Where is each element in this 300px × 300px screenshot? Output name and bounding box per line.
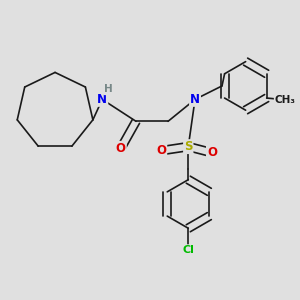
Text: O: O [207, 146, 217, 159]
Text: N: N [190, 93, 200, 106]
Text: Cl: Cl [182, 245, 194, 255]
Text: N: N [97, 93, 107, 106]
Text: S: S [184, 140, 193, 153]
Text: O: O [156, 144, 166, 157]
Text: O: O [116, 142, 126, 155]
Text: CH₃: CH₃ [275, 95, 296, 105]
Text: H: H [104, 84, 113, 94]
